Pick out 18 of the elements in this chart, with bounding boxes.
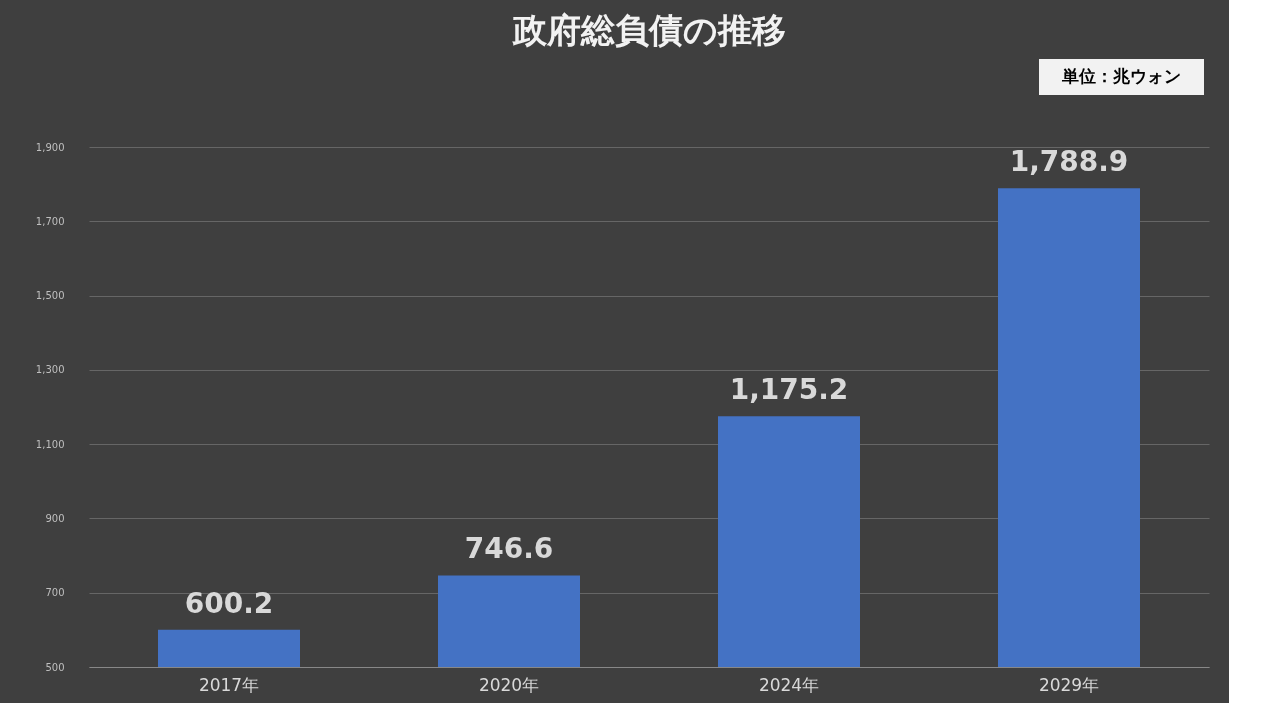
x-tick-label: 2017年 xyxy=(198,674,260,695)
y-tick-label: 900 xyxy=(45,512,65,524)
data-label: 1,788.9 xyxy=(1009,145,1129,179)
x-tick-label: 2024年 xyxy=(758,674,820,695)
x-tick-label: 2029年 xyxy=(1038,674,1100,695)
y-tick-label: 700 xyxy=(45,587,65,599)
y-tick-label: 1,700 xyxy=(35,215,65,227)
y-tick-label: 1,500 xyxy=(35,290,65,302)
x-tick-label: 2020年 xyxy=(478,674,540,695)
data-label: 600.2 xyxy=(184,586,274,620)
y-tick-label: 1,300 xyxy=(35,364,65,376)
chart-title: 政府総負債の推移 xyxy=(511,10,786,50)
text: 単位：兆ウォン xyxy=(1060,66,1181,86)
data-label: 1,175.2 xyxy=(729,373,849,407)
data-label: 746.6 xyxy=(464,532,554,566)
y-tick-label: 1,900 xyxy=(35,141,65,153)
y-tick-label: 500 xyxy=(45,661,65,673)
y-tick-label: 1,100 xyxy=(35,438,65,450)
